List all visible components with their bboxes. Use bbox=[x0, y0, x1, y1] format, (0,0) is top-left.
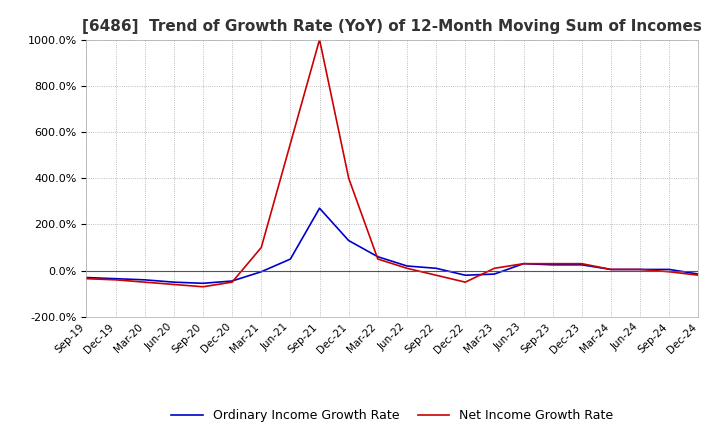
Net Income Growth Rate bbox=[140, 279, 149, 285]
Net Income Growth Rate bbox=[402, 266, 411, 271]
Ordinary Income Growth Rate bbox=[228, 279, 236, 284]
Net Income Growth Rate bbox=[257, 245, 266, 250]
Ordinary Income Growth Rate bbox=[82, 275, 91, 280]
Net Income Growth Rate bbox=[374, 257, 382, 262]
Ordinary Income Growth Rate bbox=[286, 257, 294, 262]
Net Income Growth Rate bbox=[636, 267, 644, 272]
Ordinary Income Growth Rate bbox=[519, 261, 528, 266]
Net Income Growth Rate bbox=[665, 269, 674, 275]
Ordinary Income Growth Rate bbox=[577, 262, 586, 268]
Line: Net Income Growth Rate: Net Income Growth Rate bbox=[86, 40, 698, 287]
Ordinary Income Growth Rate bbox=[111, 276, 120, 281]
Net Income Growth Rate bbox=[199, 284, 207, 290]
Ordinary Income Growth Rate bbox=[607, 267, 616, 272]
Net Income Growth Rate bbox=[432, 272, 441, 278]
Net Income Growth Rate bbox=[549, 261, 557, 266]
Net Income Growth Rate bbox=[228, 279, 236, 285]
Ordinary Income Growth Rate bbox=[665, 267, 674, 272]
Ordinary Income Growth Rate bbox=[140, 277, 149, 282]
Net Income Growth Rate bbox=[344, 176, 353, 181]
Ordinary Income Growth Rate bbox=[432, 266, 441, 271]
Net Income Growth Rate bbox=[82, 276, 91, 281]
Legend: Ordinary Income Growth Rate, Net Income Growth Rate: Ordinary Income Growth Rate, Net Income … bbox=[166, 404, 618, 427]
Net Income Growth Rate bbox=[315, 37, 324, 42]
Ordinary Income Growth Rate bbox=[402, 263, 411, 268]
Ordinary Income Growth Rate bbox=[636, 267, 644, 272]
Ordinary Income Growth Rate bbox=[344, 238, 353, 243]
Ordinary Income Growth Rate bbox=[169, 279, 178, 285]
Ordinary Income Growth Rate bbox=[549, 262, 557, 268]
Ordinary Income Growth Rate bbox=[374, 254, 382, 259]
Ordinary Income Growth Rate bbox=[257, 269, 266, 275]
Net Income Growth Rate bbox=[577, 261, 586, 266]
Ordinary Income Growth Rate bbox=[199, 281, 207, 286]
Net Income Growth Rate bbox=[286, 141, 294, 146]
Net Income Growth Rate bbox=[111, 277, 120, 282]
Net Income Growth Rate bbox=[490, 266, 499, 271]
Ordinary Income Growth Rate bbox=[461, 272, 469, 278]
Ordinary Income Growth Rate bbox=[694, 271, 703, 277]
Net Income Growth Rate bbox=[461, 279, 469, 285]
Ordinary Income Growth Rate bbox=[315, 205, 324, 211]
Net Income Growth Rate bbox=[694, 272, 703, 278]
Line: Ordinary Income Growth Rate: Ordinary Income Growth Rate bbox=[86, 208, 698, 283]
Net Income Growth Rate bbox=[169, 282, 178, 287]
Net Income Growth Rate bbox=[519, 261, 528, 266]
Net Income Growth Rate bbox=[607, 267, 616, 272]
Title: [6486]  Trend of Growth Rate (YoY) of 12-Month Moving Sum of Incomes: [6486] Trend of Growth Rate (YoY) of 12-… bbox=[83, 19, 702, 34]
Ordinary Income Growth Rate bbox=[490, 271, 499, 277]
